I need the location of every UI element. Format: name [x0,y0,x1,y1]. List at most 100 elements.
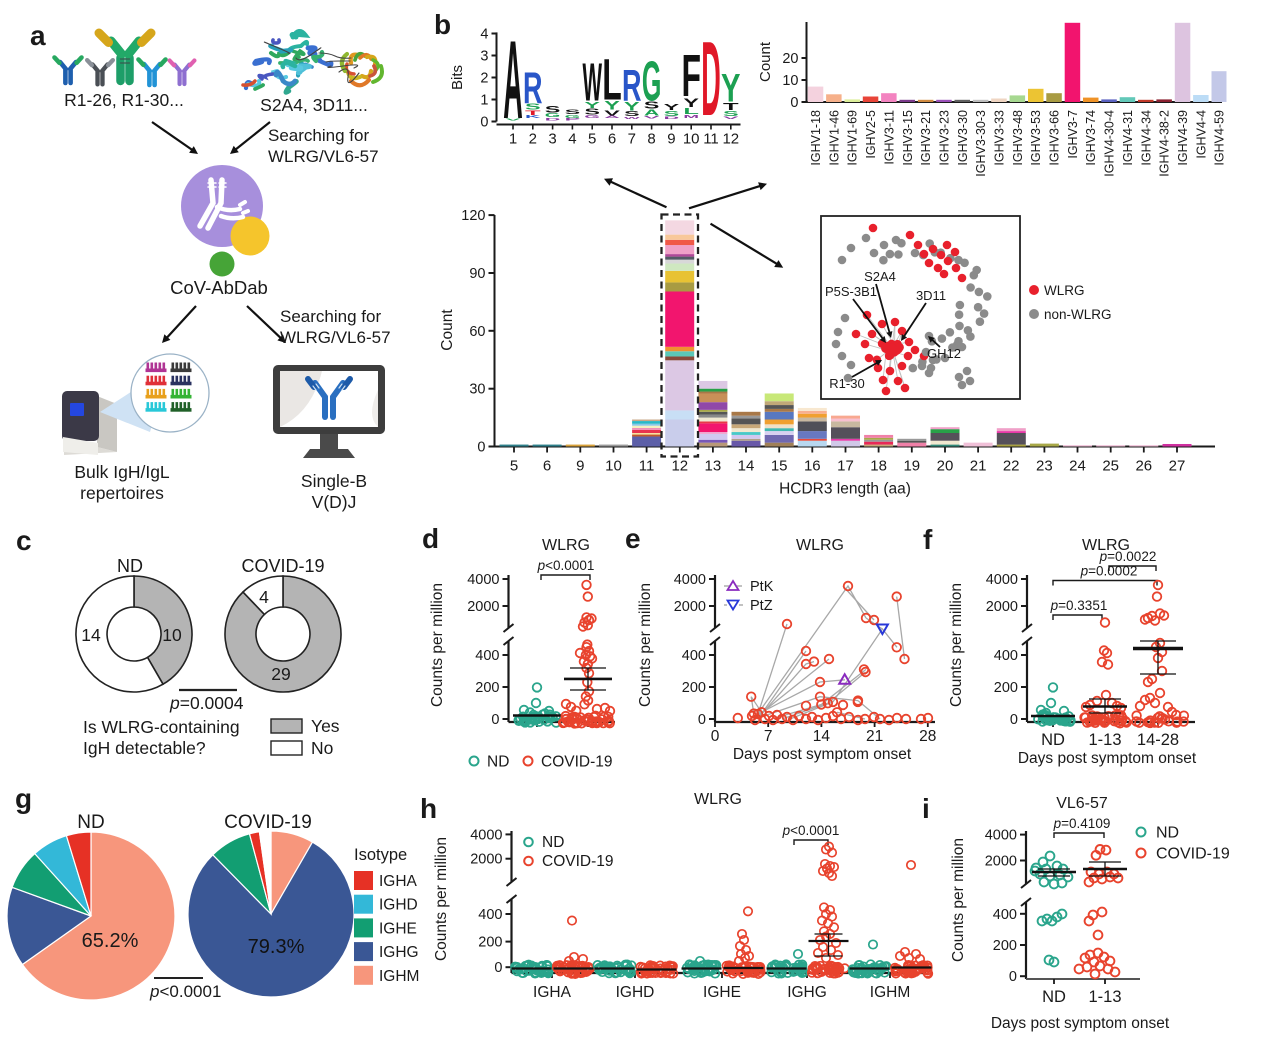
svg-text:IGHE: IGHE [379,920,417,937]
svg-text:Yes: Yes [311,716,340,736]
svg-text:0: 0 [1010,712,1018,728]
svg-text:IGHD: IGHD [616,984,655,1001]
svg-text:p<0.0001: p<0.0001 [537,558,595,573]
svg-text:L: L [602,47,621,111]
svg-text:2: 2 [480,71,488,87]
svg-text:S: S [723,109,739,117]
svg-text:3D11: 3D11 [916,288,946,303]
svg-text:IGHV3-7: IGHV3-7 [1066,110,1080,159]
svg-text:Y: Y [604,98,620,112]
svg-text:p=0.0002: p=0.0002 [1080,564,1138,579]
svg-text:Y: Y [721,66,740,110]
svg-text:0: 0 [790,95,798,111]
svg-text:S2A4, 3D11...: S2A4, 3D11... [260,95,368,115]
svg-text:IGHV4-31: IGHV4-31 [1121,110,1135,166]
svg-text:VL6-57: VL6-57 [1056,795,1108,812]
svg-text:WLRG: WLRG [694,791,742,808]
svg-text:S: S [624,109,640,117]
svg-text:Bulk IgH/IgL: Bulk IgH/IgL [74,462,170,482]
svg-text:200: 200 [682,680,706,696]
svg-text:Counts per million: Counts per million [433,837,450,961]
svg-text:IGHM: IGHM [870,984,910,1001]
svg-text:G: G [584,114,600,119]
svg-text:5: 5 [588,131,596,148]
svg-text:IGHV4-34: IGHV4-34 [1139,110,1153,166]
svg-text:d: d [422,523,439,554]
svg-text:Days post symptom onset: Days post symptom onset [733,746,912,763]
svg-text:IGHE: IGHE [703,984,741,1001]
svg-text:T: T [723,102,739,113]
svg-text:b: b [434,9,451,40]
svg-text:A: A [503,19,523,143]
svg-text:Counts per million: Counts per million [429,583,446,707]
svg-text:WLRG/VL6-57: WLRG/VL6-57 [268,147,379,166]
svg-text:c: c [16,525,32,556]
svg-text:e: e [625,523,641,554]
svg-text:V: V [505,118,521,121]
svg-text:p=0.3351: p=0.3351 [1050,598,1108,613]
svg-text:S: S [545,104,561,114]
svg-text:7: 7 [764,728,773,745]
svg-text:16: 16 [804,458,821,475]
svg-text:IGHV4-30-4: IGHV4-30-4 [1103,110,1117,177]
svg-text:D: D [701,20,721,138]
svg-text:Searching for: Searching for [280,307,381,326]
svg-text:400: 400 [993,907,1017,923]
svg-text:2000: 2000 [986,599,1018,615]
svg-text:Y: Y [584,100,600,110]
svg-text:IGHV3-53: IGHV3-53 [1029,110,1043,166]
svg-text:ND: ND [1042,988,1066,1006]
svg-text:400: 400 [682,648,706,664]
svg-text:T: T [525,109,541,117]
svg-text:V: V [604,109,620,117]
svg-text:0: 0 [480,115,488,131]
svg-text:R: R [622,61,642,111]
svg-text:1-13: 1-13 [1088,731,1121,749]
svg-text:G: G [565,114,581,119]
svg-text:V(D)J: V(D)J [312,492,357,512]
svg-text:65.2%: 65.2% [82,930,139,952]
svg-text:23: 23 [1036,458,1053,475]
svg-text:IGHM: IGHM [379,968,419,985]
svg-text:1: 1 [480,93,488,109]
svg-text:p=0.4109: p=0.4109 [1053,816,1111,831]
svg-text:IGHV3-15: IGHV3-15 [901,110,915,166]
svg-text:IGHV3-74: IGHV3-74 [1084,110,1098,166]
svg-text:W: W [624,116,641,120]
svg-text:ND: ND [77,812,104,833]
svg-text:IGHV1-18: IGHV1-18 [809,110,823,166]
svg-text:Count: Count [757,41,774,82]
svg-text:No: No [311,738,333,758]
svg-text:90: 90 [469,266,485,282]
svg-text:ND: ND [542,834,564,851]
svg-text:h: h [420,793,437,824]
svg-text:p<0.0001: p<0.0001 [782,823,840,838]
svg-text:R: R [523,63,543,113]
svg-text:2000: 2000 [674,599,706,615]
svg-text:4: 4 [259,587,269,607]
svg-text:S: S [565,108,581,115]
svg-text:200: 200 [478,935,502,951]
svg-text:p=0.0022: p=0.0022 [1099,549,1157,564]
svg-text:IGHG: IGHG [787,984,827,1001]
svg-text:IGHA: IGHA [379,873,418,890]
svg-text:3: 3 [480,49,488,65]
svg-text:12: 12 [722,131,739,148]
svg-text:p=0.0004: p=0.0004 [169,693,244,713]
svg-text:G: G [545,113,561,119]
svg-text:18: 18 [870,458,887,475]
svg-text:IGHV3-48: IGHV3-48 [1011,110,1025,166]
svg-text:28: 28 [919,728,936,745]
svg-text:6: 6 [608,131,616,148]
svg-text:IGHV4-59: IGHV4-59 [1213,110,1227,166]
svg-text:IGHV4-39: IGHV4-39 [1176,110,1190,166]
svg-text:79.3%: 79.3% [248,936,305,958]
svg-text:200: 200 [994,680,1018,696]
svg-text:4: 4 [568,131,576,148]
svg-text:30: 30 [469,382,485,398]
svg-text:V: V [723,116,740,120]
svg-text:GH12: GH12 [927,346,961,361]
svg-text:17: 17 [837,458,854,475]
svg-text:Days post symptom onset: Days post symptom onset [991,1015,1170,1032]
svg-text:19: 19 [903,458,920,475]
